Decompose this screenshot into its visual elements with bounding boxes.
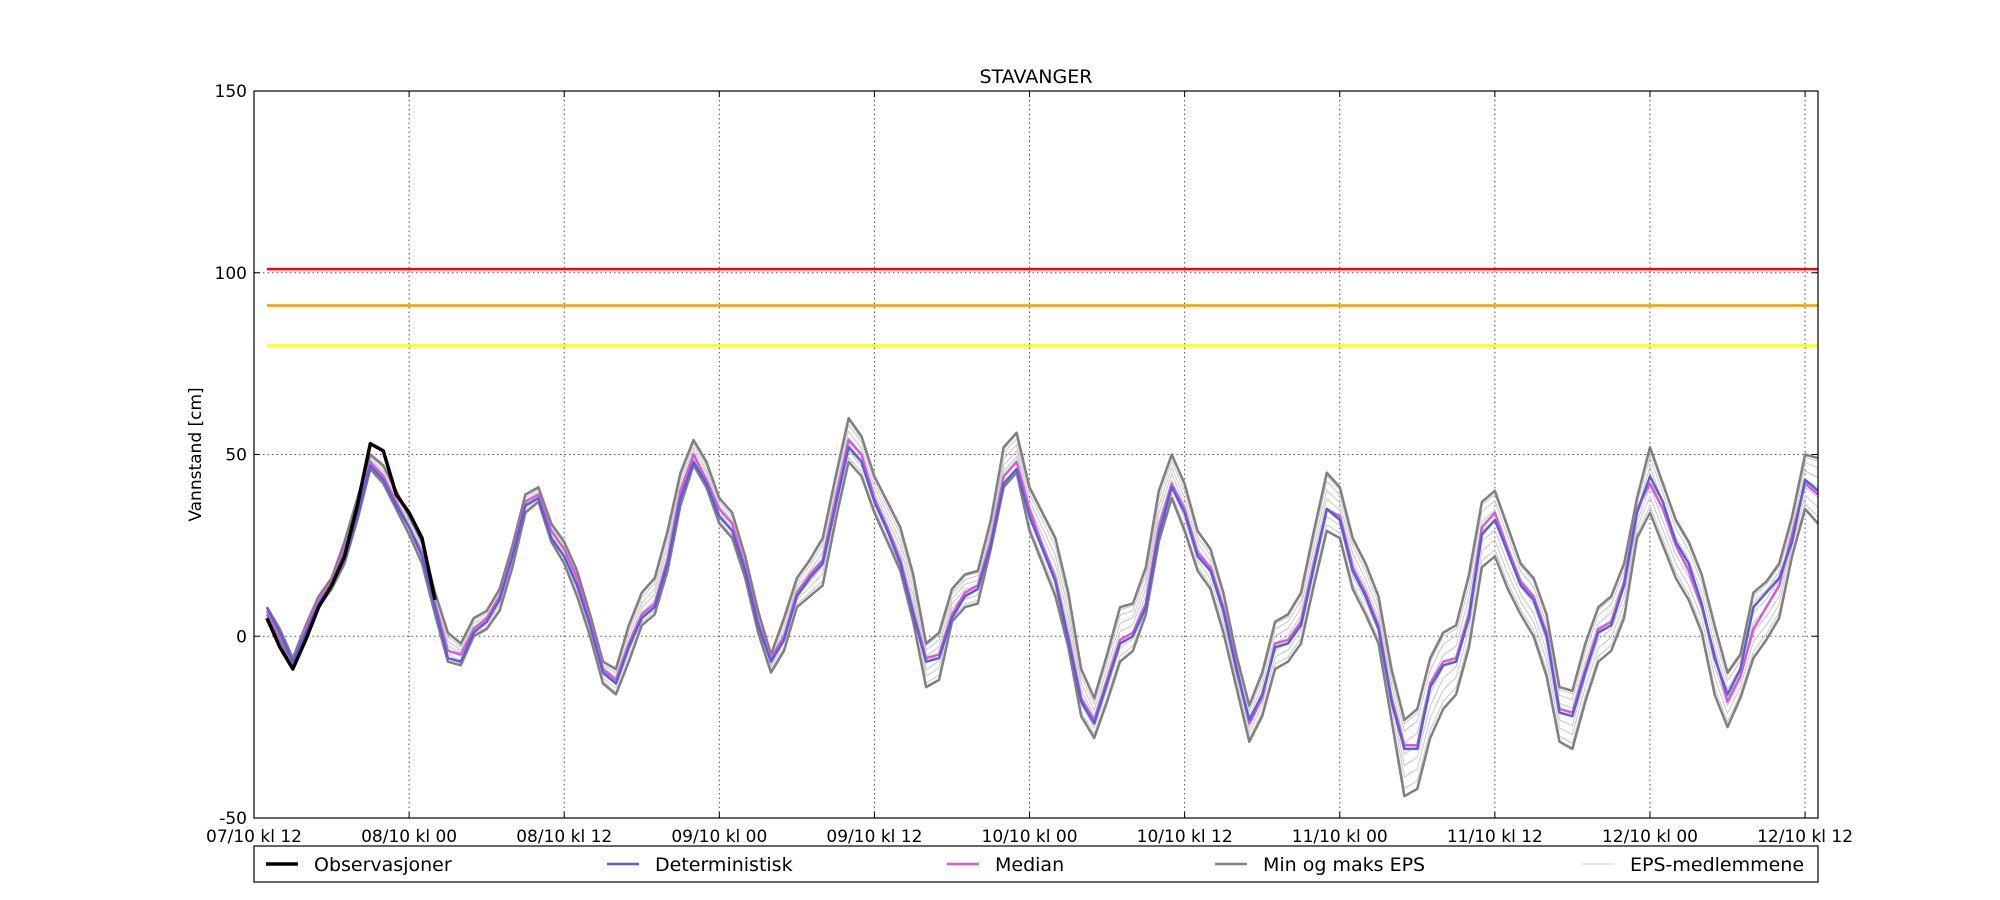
x-tick-label: 09/10 kl 12 [826, 827, 922, 847]
chart-title: STAVANGER [980, 66, 1093, 88]
eps-member-line [266, 456, 1819, 790]
x-tick-label: 07/10 kl 12 [206, 827, 302, 847]
y-tick-label: 100 [215, 264, 247, 284]
y-tick-label: -50 [219, 809, 247, 829]
y-axis: -50 0 50 100 150 [215, 82, 1818, 829]
x-tick-label: 11/10 kl 00 [1292, 827, 1388, 847]
x-tick-label: 10/10 kl 12 [1137, 827, 1233, 847]
x-tick-label: 12/10 kl 00 [1602, 827, 1698, 847]
threshold-lines [266, 267, 1818, 347]
observations-line [265, 441, 437, 671]
x-tick-label: 08/10 kl 00 [361, 827, 457, 847]
legend-label: EPS-medlemmene [1630, 854, 1804, 876]
eps-max-line [265, 416, 1819, 722]
x-tick-label: 10/10 kl 00 [982, 827, 1078, 847]
eps-member-line [266, 423, 1819, 733]
x-tick-label: 12/10 kl 12 [1757, 827, 1853, 847]
x-tick-label: 09/10 kl 00 [671, 827, 767, 847]
series-lines [265, 416, 1819, 798]
y-tick-label: 50 [225, 446, 247, 466]
x-axis: 07/10 kl 12 08/10 kl 00 08/10 kl 12 09/10 k… [206, 91, 1853, 847]
legend-label: Median [995, 854, 1064, 876]
x-tick-label: 11/10 kl 12 [1447, 827, 1543, 847]
legend-label: Min og maks EPS [1263, 854, 1425, 876]
legend-box [253, 845, 1819, 883]
eps-member-line [266, 449, 1819, 778]
legend-label: Deterministisk [655, 854, 793, 876]
deterministic-line [265, 445, 1819, 751]
legend: Observasjoner Deterministisk Median Min og … [253, 845, 1819, 883]
y-tick-label: 150 [215, 82, 247, 102]
eps-min-line [265, 460, 1819, 798]
x-tick-label: 08/10 kl 12 [516, 827, 612, 847]
eps-members [266, 419, 1819, 790]
y-axis-label: Vannstand [cm] [186, 387, 206, 521]
legend-label: Observasjoner [314, 854, 452, 876]
y-tick-label: 0 [236, 627, 247, 647]
